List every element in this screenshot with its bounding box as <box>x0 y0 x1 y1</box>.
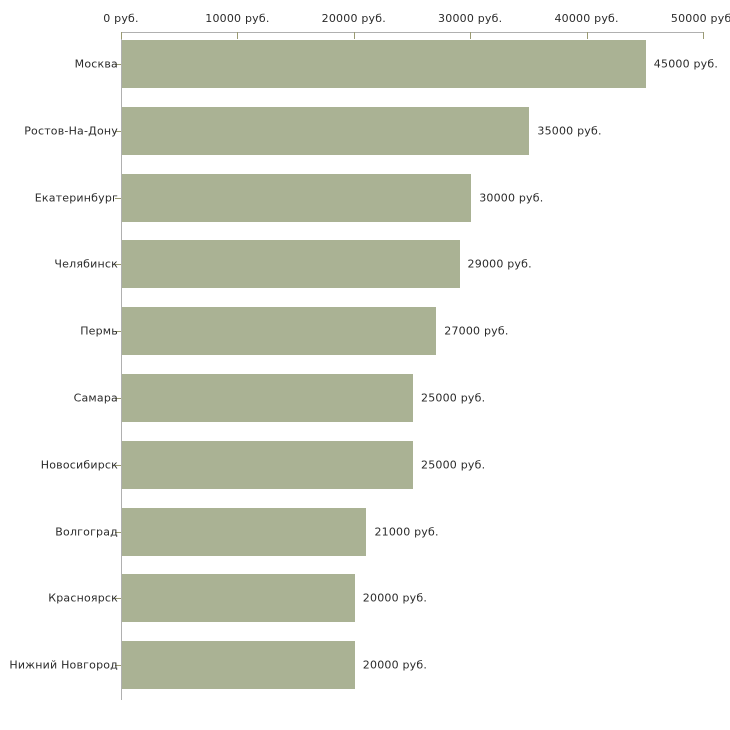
bar-value-label: 21000 руб. <box>374 525 439 539</box>
bar-value-label: 25000 руб. <box>421 391 486 405</box>
x-axis-tick <box>121 32 122 39</box>
x-axis-tick-label: 30000 руб. <box>438 12 503 25</box>
y-axis-category-label: Москва <box>74 57 118 71</box>
y-axis-category-label: Волгоград <box>55 525 118 539</box>
y-axis-category-label: Самара <box>73 391 118 405</box>
x-axis-tick-label: 0 руб. <box>103 12 139 25</box>
bar-value-label: 45000 руб. <box>653 57 719 71</box>
y-axis-tick <box>115 598 121 600</box>
x-axis-tick-label: 40000 руб. <box>554 12 619 25</box>
y-axis-tick <box>115 331 121 333</box>
x-axis-line <box>121 32 703 33</box>
bar-value-label: 20000 руб. <box>362 591 428 605</box>
y-axis-category-label: Нижний Новгород <box>9 658 118 672</box>
y-axis-tick <box>115 464 121 466</box>
bar[interactable] <box>122 440 413 489</box>
bar[interactable] <box>122 40 646 88</box>
bar-value-label: 35000 руб. <box>537 124 602 138</box>
y-axis-tick <box>115 264 121 266</box>
x-axis-tick <box>703 32 704 39</box>
y-axis-tick <box>115 398 121 399</box>
x-axis-tick <box>586 32 588 39</box>
x-axis-tick-label: 50000 руб. <box>670 12 730 25</box>
x-axis-tick <box>353 32 355 39</box>
y-axis-tick <box>115 197 121 199</box>
y-axis-category-label: Красноярск <box>48 591 118 605</box>
bar-value-label: 25000 руб. <box>421 458 486 472</box>
y-axis-tick <box>115 64 121 65</box>
bar-value-label: 27000 руб. <box>444 324 509 338</box>
x-axis-tick <box>470 32 472 39</box>
y-axis-category-label: Екатеринбург <box>34 191 118 205</box>
x-axis-tick-label: 20000 руб. <box>321 12 386 25</box>
bar[interactable] <box>122 374 413 422</box>
bar[interactable] <box>122 106 530 155</box>
y-axis-category-label: Пермь <box>80 324 118 338</box>
y-axis-category-label: Новосибирск <box>40 458 118 472</box>
bar-value-label: 20000 руб. <box>362 658 428 672</box>
bar-value-label: 30000 руб. <box>479 191 544 205</box>
x-axis-tick-label: 10000 руб. <box>205 12 270 25</box>
bar[interactable] <box>122 507 367 556</box>
y-axis-category-label: Челябинск <box>54 257 118 271</box>
y-axis-tick <box>115 665 121 667</box>
y-axis-category-label: Ростов-На-Дону <box>24 124 118 138</box>
bar[interactable] <box>122 307 437 356</box>
bar[interactable] <box>122 574 355 623</box>
x-axis-tick <box>237 32 239 39</box>
bar-value-label: 29000 руб. <box>467 257 532 271</box>
bar[interactable] <box>122 173 472 222</box>
y-axis-line <box>121 32 122 700</box>
bar[interactable] <box>122 641 355 690</box>
bar[interactable] <box>122 240 460 289</box>
y-axis-tick <box>115 531 121 533</box>
y-axis-tick <box>115 130 121 132</box>
